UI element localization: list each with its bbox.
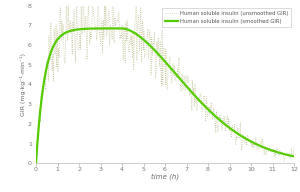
Y-axis label: GIR (mg·kg⁻¹·min⁻¹): GIR (mg·kg⁻¹·min⁻¹) xyxy=(20,53,26,116)
Line: Human soluble insulin (smoothed GIR): Human soluble insulin (smoothed GIR) xyxy=(36,28,294,163)
Human soluble insulin (unsmoothed GIR) xyxy=(238,121,242,124)
Human soluble insulin (smoothed GIR) xyxy=(47,56,51,59)
Human soluble insulin (smoothed GIR) xyxy=(120,27,124,30)
Human soluble insulin (smoothed GIR) xyxy=(34,162,38,164)
Human soluble insulin (unsmoothed GIR) xyxy=(38,129,41,132)
X-axis label: time (h): time (h) xyxy=(151,174,179,180)
Human soluble insulin (smoothed GIR) xyxy=(285,154,288,156)
Human soluble insulin (smoothed GIR) xyxy=(160,57,164,59)
Human soluble insulin (smoothed GIR) xyxy=(285,154,288,156)
Human soluble insulin (unsmoothed GIR) xyxy=(292,144,296,147)
Legend: Human soluble insulin (unsmoothed GIR), Human soluble insulin (smoothed GIR): Human soluble insulin (unsmoothed GIR), … xyxy=(162,8,291,27)
Human soluble insulin (smoothed GIR) xyxy=(292,155,296,157)
Human soluble insulin (unsmoothed GIR) xyxy=(150,36,154,38)
Human soluble insulin (unsmoothed GIR) xyxy=(161,84,164,86)
Human soluble insulin (smoothed GIR) xyxy=(238,133,241,136)
Line: Human soluble insulin (unsmoothed GIR): Human soluble insulin (unsmoothed GIR) xyxy=(39,0,294,161)
Human soluble insulin (smoothed GIR) xyxy=(153,49,157,51)
Human soluble insulin (unsmoothed GIR) xyxy=(259,140,263,142)
Human soluble insulin (unsmoothed GIR) xyxy=(80,2,83,4)
Human soluble insulin (unsmoothed GIR) xyxy=(44,61,48,63)
Human soluble insulin (unsmoothed GIR) xyxy=(283,160,286,162)
